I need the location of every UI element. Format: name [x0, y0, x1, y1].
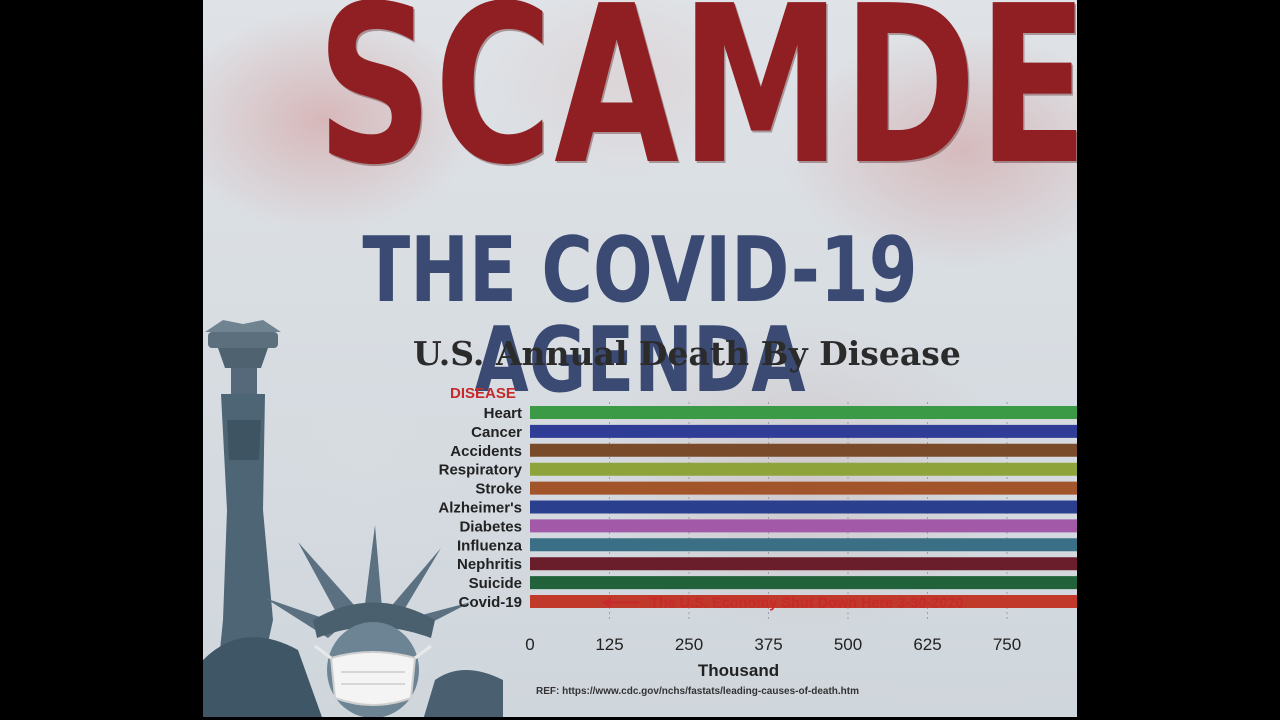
x-tick-label: 625	[913, 635, 941, 654]
x-axis-label: Thousand	[698, 661, 779, 680]
category-label: Cancer	[471, 424, 522, 441]
category-label: Covid-19	[459, 594, 522, 611]
category-label: Diabetes	[459, 518, 522, 535]
x-tick-label: 250	[675, 635, 703, 654]
statue-of-liberty-illustration	[203, 320, 503, 717]
bar	[530, 538, 1077, 552]
category-label: Alzheimer's	[438, 500, 522, 517]
x-tick-label: 500	[834, 635, 862, 654]
poster: SCAMDEMIC THE COVID-19 AGENDA	[203, 0, 1077, 717]
bar	[530, 595, 1077, 608]
bar	[530, 462, 1077, 476]
chart-title: U.S. Annual Death By Disease	[413, 334, 961, 373]
bar	[530, 481, 1077, 495]
headline: SCAMDEMIC	[316, 0, 1077, 213]
category-axis-title: DISEASE	[450, 385, 516, 402]
bar	[530, 406, 1077, 419]
bar	[530, 576, 1077, 590]
bar	[530, 519, 1077, 533]
category-label: Heart	[484, 405, 522, 422]
bar-chart: DISEASEHeart647,457Cancer599,108Accident…	[438, 385, 1077, 697]
bar	[530, 443, 1077, 457]
bar	[530, 557, 1077, 571]
category-label: Nephritis	[457, 556, 522, 573]
bar	[530, 500, 1077, 514]
category-label: Influenza	[457, 537, 523, 554]
annotation-text: The U.S. Economy Shut Down Here 3-30-202…	[650, 596, 963, 612]
category-label: Accidents	[450, 443, 522, 460]
category-label: Suicide	[469, 575, 522, 592]
category-label: Respiratory	[439, 462, 523, 479]
x-tick-label: 125	[595, 635, 623, 654]
subheadline: THE COVID-19 AGENDA	[362, 218, 918, 413]
category-label: Stroke	[475, 481, 522, 498]
x-tick-label: 750	[993, 635, 1021, 654]
bar	[530, 424, 1077, 438]
x-tick-label: 375	[754, 635, 782, 654]
annotation-arrowhead	[601, 597, 611, 608]
x-tick-label: 0	[525, 635, 534, 654]
reference-text: REF: https://www.cdc.gov/nchs/fastats/le…	[536, 686, 859, 697]
